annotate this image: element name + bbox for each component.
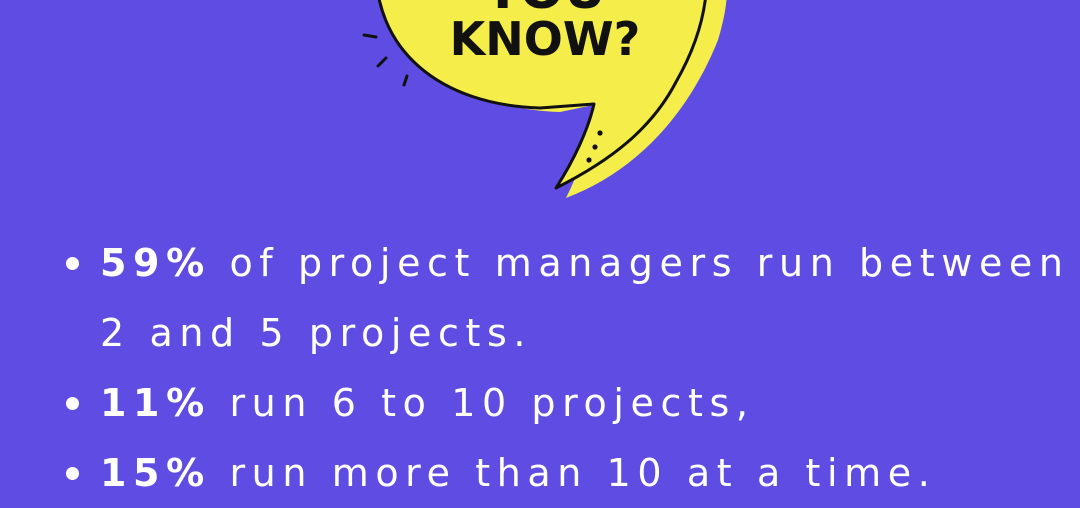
fact-text: of project managers run between 2 and 5 … — [100, 241, 1070, 355]
facts-list: 59% of project managers run between 2 an… — [62, 228, 1072, 508]
tail-dot — [586, 157, 592, 163]
fact-item: 11% run 6 to 10 projects, — [62, 368, 1072, 438]
burst-line — [362, 33, 378, 39]
fact-stat: 59% — [100, 241, 211, 285]
did-you-know-speech-bubble: YOU KNOW? — [362, 0, 727, 198]
bubble-title-top: YOU — [483, 0, 606, 21]
bullet-icon — [66, 257, 79, 270]
fact-item: 59% of project managers run between 2 an… — [62, 228, 1072, 368]
burst-line — [402, 74, 409, 87]
tail-dot — [592, 144, 598, 150]
fact-text: run 6 to 10 projects, — [210, 381, 755, 425]
bullet-icon — [66, 467, 79, 480]
fact-text: run more than 10 at a time. — [210, 451, 937, 495]
tail-dot — [597, 130, 603, 136]
fact-stat: 11% — [100, 381, 211, 425]
bubble-title-bottom: KNOW? — [450, 12, 641, 66]
burst-line — [376, 56, 388, 68]
fact-stat: 15% — [100, 451, 211, 495]
bubble-body — [377, 0, 707, 190]
bullet-icon — [66, 397, 79, 410]
fact-item: 15% run more than 10 at a time. — [62, 438, 1072, 508]
